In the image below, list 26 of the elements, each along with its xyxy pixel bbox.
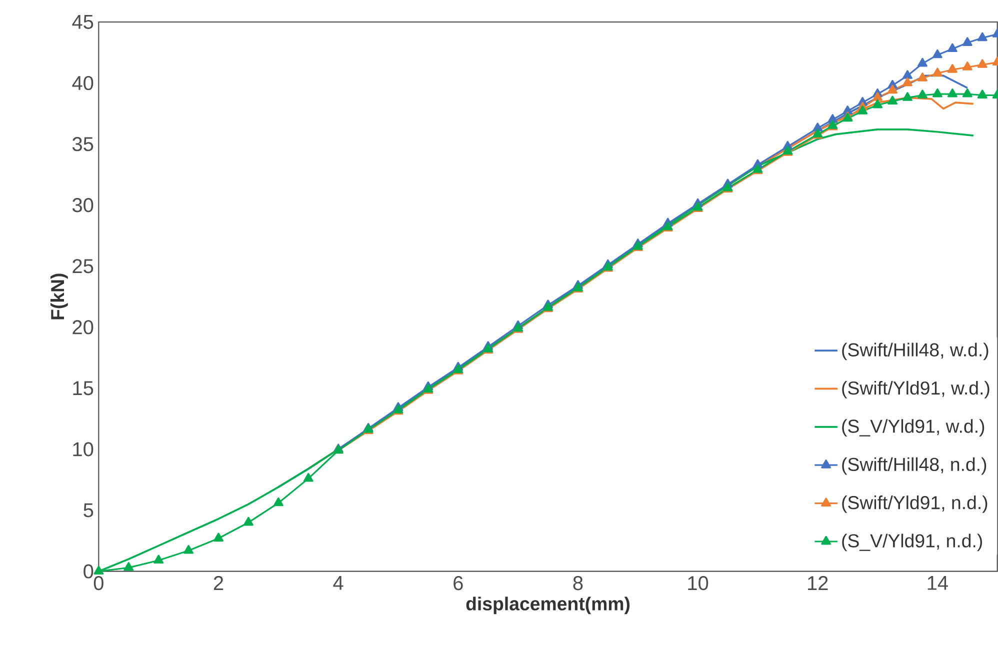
y-tick-label: 25	[72, 259, 94, 274]
x-tick-label: 14	[928, 576, 948, 590]
legend-label: (S_V/Yld91, w.d.)	[842, 419, 984, 437]
y-tick-label: 40	[72, 76, 94, 90]
legend-label: (Swift/Hill48, w.d.)	[842, 342, 988, 360]
y-tick-label: 20	[72, 320, 94, 334]
legend-label: (Swift/Hill48, n.d.)	[842, 458, 986, 475]
y-tick-label: 35	[72, 137, 94, 152]
y-tick-label: 15	[73, 381, 94, 396]
legend-label: (Swift/Yld91, n.d.)	[842, 496, 988, 514]
x-tick-label: 4	[333, 576, 344, 590]
x-tick-label: 10	[688, 576, 708, 590]
y-tick-label: 0	[84, 564, 94, 579]
y-tick-label: 10	[73, 442, 94, 456]
x-tick-label: 2	[214, 576, 224, 590]
y-axis-title: F(kN)	[50, 274, 68, 320]
y-tick-label: 45	[72, 15, 94, 30]
y-tick-label: 5	[84, 503, 94, 518]
x-tick-label: 6	[454, 576, 463, 590]
y-tick-label: 30	[72, 198, 94, 212]
x-tick-label: 0	[94, 576, 104, 590]
x-axis-title: displacement(mm)	[466, 596, 630, 614]
x-tick-label: 8	[573, 576, 583, 590]
legend-label: (Swift/Yld91, w.d.)	[842, 381, 990, 399]
legend-label: (S_V/Yld91, n.d.)	[842, 534, 982, 552]
x-tick-label: 12	[808, 576, 828, 590]
